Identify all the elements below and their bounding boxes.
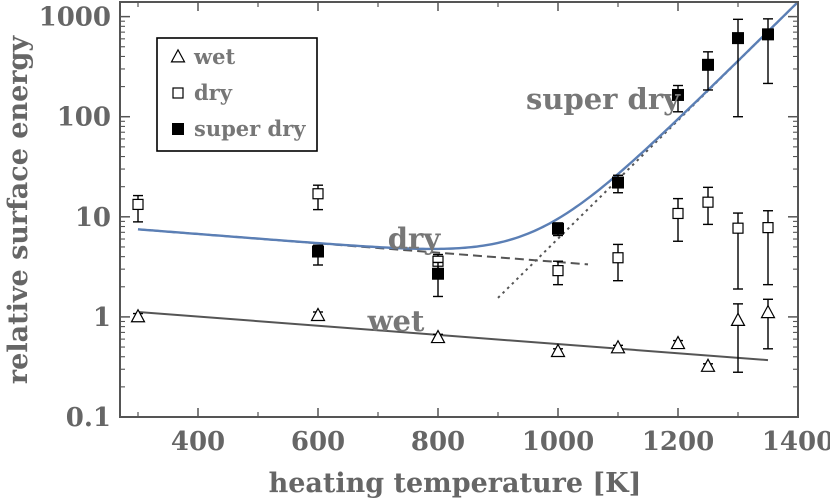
series-annotation: wet (367, 304, 425, 338)
wet-point (700, 358, 716, 372)
legend: wet dry super dry (156, 37, 318, 152)
x-tick-label: 600 (291, 427, 345, 457)
x-axis-title: heating temperature [K] (269, 468, 642, 499)
legend-marker (170, 48, 186, 63)
y-tick-label: 100 (57, 103, 111, 133)
wet-point (610, 339, 626, 354)
dry-point (762, 222, 774, 234)
dry-point (732, 222, 744, 234)
legend-label: wet (193, 44, 235, 69)
legend-marker (172, 87, 184, 99)
series-annotation: super dry (526, 82, 681, 116)
y-tick-label: 1 (93, 303, 111, 333)
wet-point (670, 335, 686, 350)
y-tick-label: 1000 (39, 3, 111, 33)
y-tick-label: 10 (75, 203, 111, 233)
axis-ticks: 400 600 800 1000 1200 1400 0.1 1 10 100 1000 (39, 2, 830, 457)
x-tick-label: 1400 (762, 427, 830, 457)
wet-point (550, 343, 566, 358)
super-dry-point (552, 222, 564, 235)
wet-point (730, 312, 746, 327)
y-axis-title: relative surface energy (3, 35, 34, 384)
super-dry-point (672, 88, 684, 101)
wet-point (310, 307, 326, 322)
legend-marker (172, 123, 184, 135)
x-tick-label: 400 (171, 427, 225, 457)
x-tick-label: 1200 (642, 427, 714, 457)
plot-frame (119, 1, 799, 418)
legend-label: super dry (194, 116, 306, 141)
dry-point (672, 207, 684, 220)
fit-line-wet (137, 310, 769, 362)
super-dry-point (612, 176, 624, 189)
dry-point (702, 196, 714, 208)
y-tick-label: 0.1 (66, 403, 111, 433)
x-tick-label: 1000 (522, 427, 594, 457)
wet-point (130, 308, 146, 323)
super-dry-point (762, 28, 774, 41)
wet-point (760, 304, 776, 319)
annotations: super dry dry wet (367, 82, 682, 338)
super-dry-point (432, 267, 444, 280)
fit-lines (137, 1, 799, 362)
super-dry-point (732, 32, 744, 45)
dry-point (552, 265, 564, 277)
super-dry-point (312, 245, 324, 258)
dry-point (132, 198, 144, 211)
wet-point (430, 329, 446, 344)
super-dry-point (702, 58, 714, 71)
data-points (130, 18, 776, 373)
series-annotation: dry (388, 222, 442, 256)
legend-label: dry (194, 80, 233, 105)
x-tick-label: 800 (411, 427, 465, 457)
dry-point (312, 188, 324, 200)
dry-point (612, 252, 624, 264)
fit-line-dry-super-dry (137, 1, 799, 251)
